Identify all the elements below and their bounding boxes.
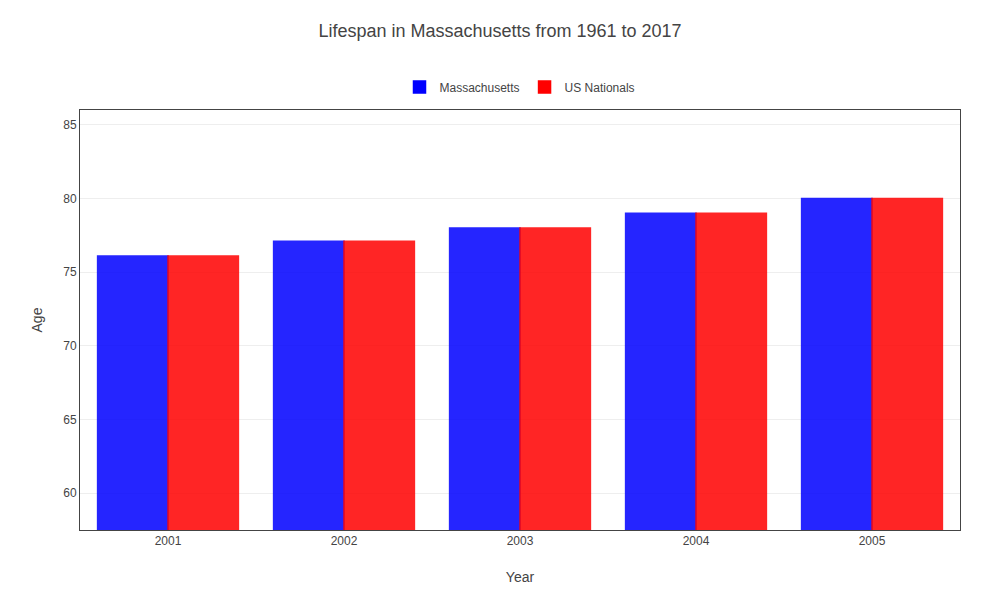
svg-text:70: 70 bbox=[63, 339, 77, 353]
svg-text:2003: 2003 bbox=[507, 534, 534, 548]
svg-text:Year: Year bbox=[506, 569, 535, 585]
svg-text:75: 75 bbox=[63, 265, 77, 279]
svg-text:Massachusetts: Massachusetts bbox=[440, 81, 520, 95]
svg-text:Age: Age bbox=[29, 307, 45, 332]
svg-text:US Nationals: US Nationals bbox=[565, 81, 635, 95]
svg-text:2005: 2005 bbox=[859, 534, 886, 548]
svg-text:85: 85 bbox=[63, 118, 77, 132]
svg-text:2004: 2004 bbox=[683, 534, 710, 548]
svg-text:2002: 2002 bbox=[331, 534, 358, 548]
svg-text:Lifespan in Massachusetts from: Lifespan in Massachusetts from 1961 to 2… bbox=[318, 21, 681, 41]
svg-text:65: 65 bbox=[63, 413, 77, 427]
svg-text:2001: 2001 bbox=[155, 534, 182, 548]
svg-text:80: 80 bbox=[63, 192, 77, 206]
svg-text:60: 60 bbox=[63, 486, 77, 500]
